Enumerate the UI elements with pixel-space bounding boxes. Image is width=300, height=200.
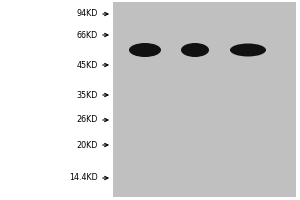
Text: 94KD: 94KD <box>76 9 98 19</box>
Ellipse shape <box>230 44 266 56</box>
Text: 20KD: 20KD <box>76 140 98 150</box>
Text: 14.4KD: 14.4KD <box>69 173 98 182</box>
Text: 26KD: 26KD <box>76 116 98 124</box>
Ellipse shape <box>181 43 209 57</box>
Ellipse shape <box>129 43 161 57</box>
Bar <box>112 2 296 197</box>
Text: 66KD: 66KD <box>77 30 98 40</box>
Text: 45KD: 45KD <box>76 60 98 70</box>
Text: 35KD: 35KD <box>76 90 98 99</box>
